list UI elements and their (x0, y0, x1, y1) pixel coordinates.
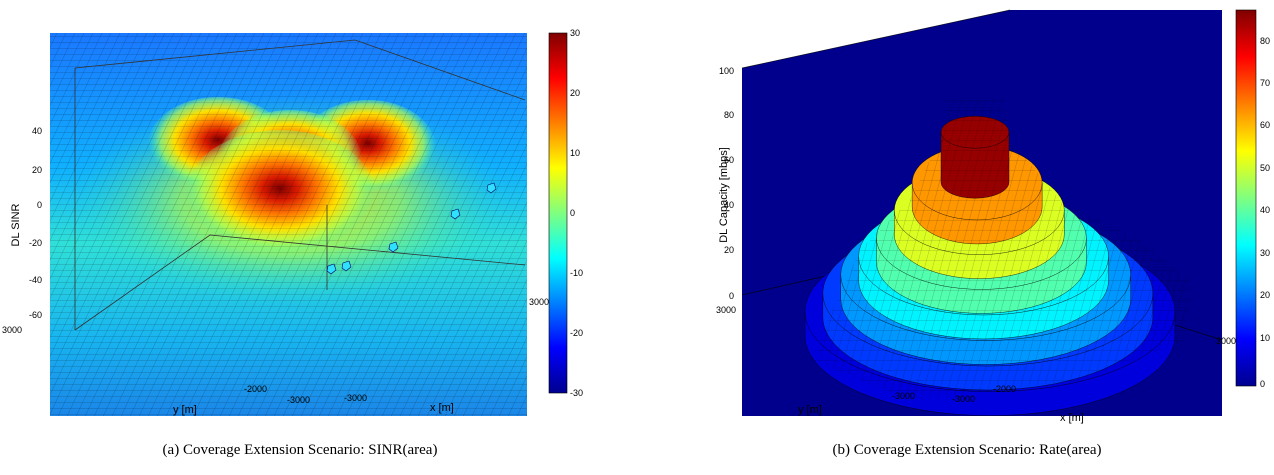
panel-a: DL SINR 40 20 0 -20 -40 -60 3000 -2000 -… (0, 0, 600, 475)
panel-b: DL Capacity [mbps] 100 80 60 40 20 0 300… (660, 0, 1274, 475)
z-tick: 0 (729, 291, 734, 301)
cbar-tick: 0 (570, 208, 575, 218)
cbar-tick: 70 (1260, 78, 1270, 88)
cbar-tick: 60 (1260, 120, 1270, 130)
cbar-tick: -10 (570, 268, 583, 278)
cbar-tick: 20 (1260, 290, 1270, 300)
z-tick: 60 (724, 155, 734, 165)
cbar-tick: 50 (1260, 163, 1270, 173)
axis-box (74, 39, 526, 331)
floor-tick: 3000 (529, 297, 549, 307)
cbar-tick: 10 (1260, 333, 1270, 343)
floor-tick: -3000 (344, 393, 367, 403)
x-axis-label: x [m] (430, 402, 454, 414)
colorbar (1235, 9, 1257, 387)
floor-tick: 3000 (716, 305, 736, 315)
colorbar (548, 32, 568, 394)
z-tick: -20 (29, 238, 42, 248)
cbar-tick: 20 (570, 88, 580, 98)
floor-tick: 3000 (1216, 336, 1236, 346)
caption-a: (a) Coverage Extension Scenario: SINR(ar… (162, 442, 438, 458)
z-tick: 20 (32, 165, 42, 175)
z-tick: 100 (719, 66, 734, 76)
cbar-tick: 30 (570, 28, 580, 38)
cbar-tick: 30 (1260, 248, 1270, 258)
floor-tick: -3000 (892, 391, 915, 401)
z-tick: -60 (29, 310, 42, 320)
rate-surface-plot: DL Capacity [mbps] 100 80 60 40 20 0 300… (716, 9, 1270, 424)
floor-tick: -2000 (244, 384, 267, 394)
x-axis-label: x [m] (1060, 412, 1084, 424)
colorbar-ticks: 30 20 10 0 -10 -20 -30 (570, 28, 583, 398)
z-ticks: 100 80 60 40 20 0 (719, 66, 734, 301)
z-ticks: 40 20 0 -20 -40 -60 (29, 126, 42, 320)
z-tick: 20 (724, 245, 734, 255)
site-markers (326, 182, 497, 275)
floor-tick: -3000 (952, 394, 975, 404)
y-axis-label: y [m] (173, 404, 197, 416)
z-tick: 40 (32, 126, 42, 136)
floor-tick: -3000 (287, 395, 310, 405)
cbar-tick: -20 (570, 328, 583, 338)
z-axis-label: DL Capacity [mbps] (718, 147, 730, 243)
floor-tick: 3000 (2, 325, 22, 335)
z-tick: 40 (724, 200, 734, 210)
z-axis-label: DL SINR (10, 203, 22, 246)
cbar-tick: 0 (1260, 379, 1265, 389)
z-tick: -40 (29, 275, 42, 285)
z-tick: 0 (37, 200, 42, 210)
cbar-tick: -30 (570, 388, 583, 398)
colorbar-ticks: 80 70 60 50 40 30 20 10 0 (1260, 36, 1270, 389)
surface-mesh (50, 33, 527, 416)
caption-b: (b) Coverage Extension Scenario: Rate(ar… (832, 442, 1102, 458)
cbar-tick: 80 (1260, 36, 1270, 46)
y-axis-label: y [m] (798, 404, 822, 416)
floor-tick: -2000 (993, 384, 1016, 394)
z-tick: 80 (724, 110, 734, 120)
sinr-surface-plot: DL SINR 40 20 0 -20 -40 -60 3000 -2000 -… (2, 28, 583, 416)
cbar-tick: 40 (1260, 205, 1270, 215)
cbar-tick: 10 (570, 148, 580, 158)
